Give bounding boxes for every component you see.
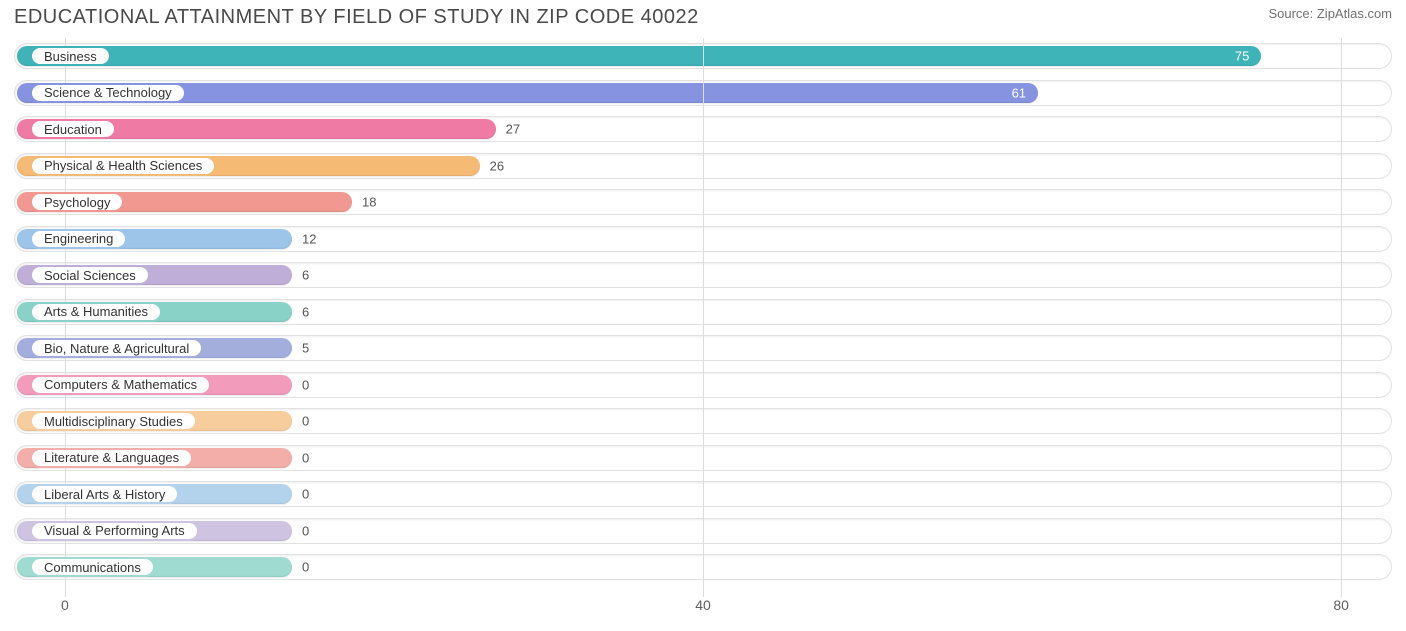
category-pill: Education — [30, 119, 116, 139]
category-label: Education — [44, 123, 102, 136]
category-pill: Visual & Performing Arts — [30, 521, 199, 541]
category-pill: Liberal Arts & History — [30, 484, 179, 504]
category-label: Literature & Languages — [44, 451, 179, 464]
category-pill: Computers & Mathematics — [30, 375, 211, 395]
bar-value-label: 6 — [302, 268, 309, 283]
bar-value-label: 75 — [1235, 49, 1249, 64]
x-axis: 0 40 80 — [14, 597, 1392, 621]
bar-value-label: 0 — [302, 450, 309, 465]
bar-value-label: 0 — [302, 560, 309, 575]
x-tick-label: 80 — [1333, 597, 1349, 613]
bar-value-label: 0 — [302, 487, 309, 502]
chart-title: EDUCATIONAL ATTAINMENT BY FIELD OF STUDY… — [14, 6, 699, 29]
bar-value-label: 26 — [490, 158, 504, 173]
category-pill: Business — [30, 46, 111, 66]
bar-value-label: 27 — [506, 122, 520, 137]
category-pill: Multidisciplinary Studies — [30, 411, 197, 431]
category-label: Liberal Arts & History — [44, 488, 165, 501]
gridline — [1341, 38, 1342, 597]
category-pill: Social Sciences — [30, 265, 150, 285]
x-tick-label: 0 — [61, 597, 69, 613]
category-label: Psychology — [44, 196, 110, 209]
category-label: Engineering — [44, 232, 113, 245]
category-label: Arts & Humanities — [44, 305, 148, 318]
category-pill: Bio, Nature & Agricultural — [30, 338, 203, 358]
category-pill: Science & Technology — [30, 83, 186, 103]
category-label: Social Sciences — [44, 269, 136, 282]
bar-value-label: 0 — [302, 523, 309, 538]
x-tick-label: 40 — [695, 597, 711, 613]
category-label: Computers & Mathematics — [44, 378, 197, 391]
category-pill: Engineering — [30, 229, 127, 249]
category-pill: Literature & Languages — [30, 448, 193, 468]
bar-fill — [17, 46, 1261, 66]
bar-value-label: 12 — [302, 231, 316, 246]
category-label: Multidisciplinary Studies — [44, 415, 183, 428]
source-attribution: Source: ZipAtlas.com — [1268, 6, 1392, 21]
category-label: Physical & Health Sciences — [44, 159, 202, 172]
bar-value-label: 6 — [302, 304, 309, 319]
bar-value-label: 61 — [1012, 85, 1026, 100]
category-label: Business — [44, 50, 97, 63]
category-label: Science & Technology — [44, 86, 172, 99]
bar-value-label: 0 — [302, 377, 309, 392]
category-label: Communications — [44, 561, 141, 574]
bar-value-label: 0 — [302, 414, 309, 429]
category-pill: Communications — [30, 557, 155, 577]
category-label: Bio, Nature & Agricultural — [44, 342, 189, 355]
bar-value-label: 18 — [362, 195, 376, 210]
category-pill: Psychology — [30, 192, 124, 212]
category-pill: Physical & Health Sciences — [30, 156, 216, 176]
bar-value-label: 5 — [302, 341, 309, 356]
category-pill: Arts & Humanities — [30, 302, 162, 322]
gridline — [703, 38, 704, 597]
category-label: Visual & Performing Arts — [44, 524, 185, 537]
